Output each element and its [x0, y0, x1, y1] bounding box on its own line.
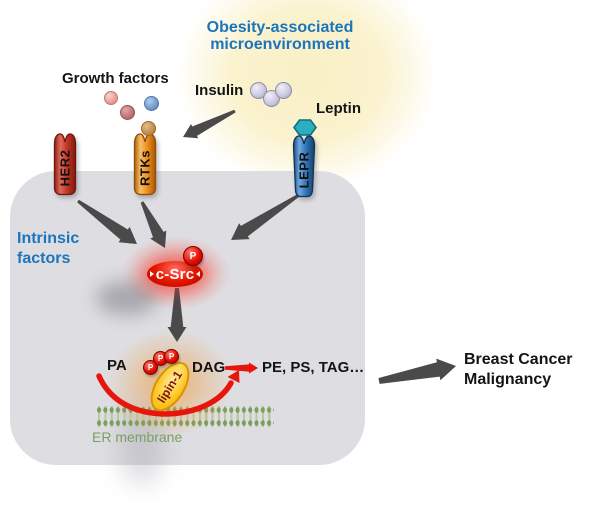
leptin-label: Leptin: [316, 100, 361, 117]
insulin-label: Insulin: [195, 82, 244, 99]
lepr-receptor: LEPR: [290, 133, 318, 199]
diagram-title: Obesity-associated microenvironment: [190, 19, 370, 53]
phosphate-badge: P: [183, 246, 203, 266]
receptor-shape: [292, 135, 316, 198]
intrinsic-factors-label: Intrinsic factors: [17, 229, 79, 269]
outcome-label: Breast Cancer Malignancy: [464, 350, 573, 390]
receptor-label: HER2: [57, 149, 73, 187]
her2-receptor: HER2: [51, 131, 79, 197]
receptor-label: LEPR: [296, 151, 312, 189]
growth-factor-dot: [104, 91, 118, 105]
insulin-molecule: [275, 82, 292, 99]
title-line1: Obesity-associated: [206, 19, 354, 36]
receptor-shape: [53, 133, 77, 196]
signal-arrow: [378, 358, 456, 384]
outcome-line1: Breast Cancer: [464, 351, 573, 368]
leptin-hexagon-icon: [293, 119, 317, 136]
pa-label: PA: [107, 357, 127, 374]
title-line2: microenvironment: [210, 35, 350, 53]
growth-factor-dot: [144, 96, 159, 111]
downstream-products-label: PE, PS, TAG…: [262, 359, 365, 376]
intrinsic-line2: factors: [17, 250, 71, 267]
er-membrane-label: ER membrane: [92, 429, 183, 445]
growth-factor-dot: [120, 105, 135, 120]
intrinsic-line1: Intrinsic: [17, 230, 80, 247]
phosphate-badge: P: [164, 349, 179, 364]
growth-factors-label: Growth factors: [62, 70, 169, 87]
rtks-receptor: RTKs: [131, 131, 159, 197]
growth-factor-dot: [141, 121, 156, 136]
receptor-label: RTKs: [137, 149, 153, 186]
outcome-line2: Malignancy: [464, 371, 552, 388]
dag-label: DAG: [192, 359, 226, 376]
